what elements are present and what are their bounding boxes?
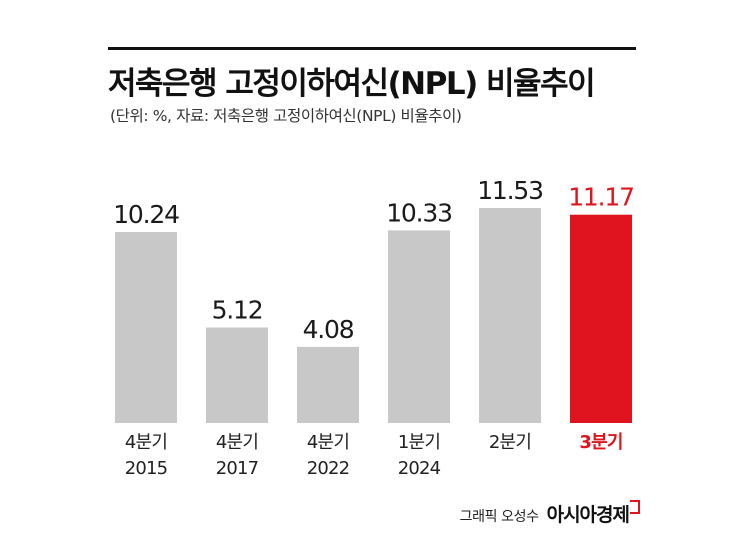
bar-3 [388, 230, 450, 423]
top-rule [108, 47, 636, 50]
value-label-5: 11.17 [568, 183, 634, 212]
brand-logo: 아시아경제 [547, 500, 640, 527]
category-label-3-0: 1분기 [398, 432, 440, 453]
category-label-1-0: 4분기 [216, 432, 258, 453]
brand-name: 아시아경제 [546, 504, 630, 526]
graphic-credit: 그래픽 오성수 [459, 509, 539, 525]
bar-5 [570, 214, 632, 423]
value-label-2: 4.08 [303, 315, 354, 344]
value-label-4: 11.53 [477, 176, 543, 205]
credit: 그래픽 오성수 아시아경제 [460, 500, 640, 527]
category-label-3-1: 2024 [398, 458, 441, 479]
category-label-1-1: 2017 [216, 458, 259, 479]
bar-1 [206, 327, 268, 423]
chart-title: 저축은행 고정이하여신(NPL) 비율추이 [108, 66, 596, 102]
brand-mark-icon [630, 500, 640, 514]
value-label-0: 10.24 [113, 200, 179, 229]
bar-4 [479, 208, 541, 423]
category-label-0-1: 2015 [125, 458, 168, 479]
chart-subtitle: (단위: %, 자료: 저축은행 고정이하여신(NPL) 비율추이) [110, 107, 462, 125]
category-label-2-1: 2022 [307, 458, 350, 479]
value-label-3: 10.33 [386, 198, 452, 227]
bar-0 [115, 232, 177, 423]
value-label-1: 5.12 [212, 296, 263, 325]
category-label-4-0: 2분기 [489, 432, 531, 453]
category-label-5-0: 3분기 [579, 432, 622, 453]
bar-2 [297, 346, 359, 423]
category-label-2-0: 4분기 [307, 432, 349, 453]
category-label-0-0: 4분기 [125, 432, 167, 453]
